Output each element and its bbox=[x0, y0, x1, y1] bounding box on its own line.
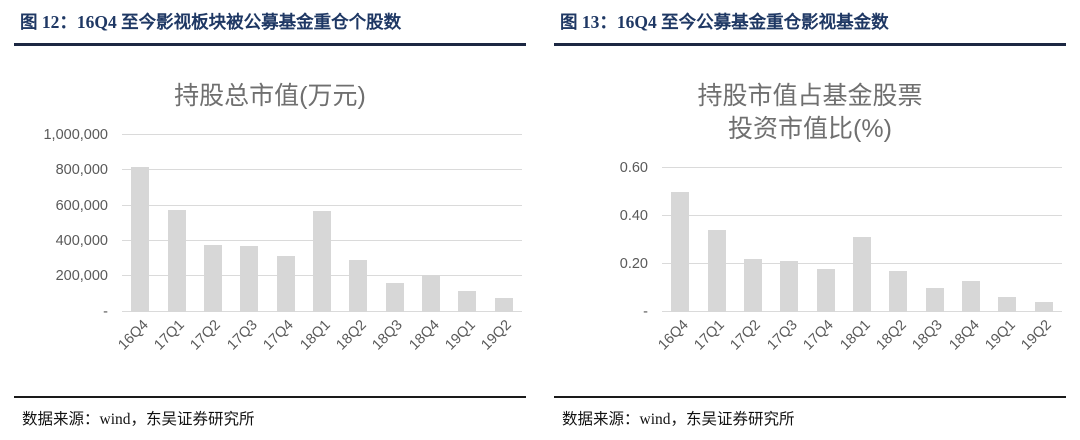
source-rule bbox=[554, 395, 1066, 399]
y-tick-label: 800,000 bbox=[55, 162, 108, 179]
source-rule bbox=[14, 395, 526, 399]
gridline bbox=[122, 133, 522, 135]
bar-16Q4 bbox=[671, 191, 690, 312]
x-tick-label: 18Q1 bbox=[836, 316, 874, 354]
x-tick-label: 17Q4 bbox=[260, 316, 297, 354]
x-tick-label: 17Q3 bbox=[764, 316, 801, 354]
bar-19Q1 bbox=[458, 290, 477, 312]
bar-19Q2 bbox=[1034, 302, 1053, 312]
bar-16Q4 bbox=[131, 166, 150, 312]
bar-18Q3 bbox=[385, 283, 404, 312]
bar-17Q2 bbox=[743, 258, 762, 312]
x-axis: 16Q4 17Q1 17Q2 17Q3 17Q4 18Q1 18Q2 18Q3 18Q4 19Q1… bbox=[655, 312, 1062, 376]
x-tick-label: 19Q2 bbox=[478, 316, 516, 354]
bar-17Q1 bbox=[707, 230, 726, 312]
x-axis: 16Q4 17Q1 17Q2 17Q3 17Q4 18Q1 18Q2 18Q3 18Q4 19Q1… bbox=[115, 312, 522, 376]
y-axis: - 200,000 400,000 600,000 800,000 1,000,000 bbox=[14, 127, 122, 320]
bar-18Q4 bbox=[422, 275, 441, 312]
gridline bbox=[122, 204, 522, 206]
chart-title: 持股总市值(万元) bbox=[174, 81, 366, 110]
plot-area bbox=[662, 166, 1062, 312]
figure-12-title: 图 12：16Q4 至今影视板块被公募基金重仓个股数 bbox=[20, 12, 402, 32]
x-tick-label: 18Q3 bbox=[369, 316, 407, 354]
x-tick-label: 19Q1 bbox=[982, 316, 1019, 354]
chart-plot-frame: - 200,000 400,000 600,000 800,000 1,000,000 1… bbox=[14, 127, 526, 376]
x-tick-label: 17Q3 bbox=[224, 316, 261, 354]
x-tick-label: 19Q2 bbox=[1018, 316, 1056, 354]
bar-18Q1 bbox=[853, 237, 871, 312]
figure-panel-right: 图 13：16Q4 至今公募基金重仓影视基金数 持股市值占基金股票投资市值比(%… bbox=[540, 0, 1080, 440]
figure-panel-left: 图 12：16Q4 至今影视板块被公募基金重仓个股数 持股总市值(万元) - 20… bbox=[14, 12, 526, 429]
holdings-ratio-bar-chart: 持股市值占基金股票投资市值比(%) - 0.20 0.40 0.60 16Q4 17Q1… bbox=[554, 46, 1066, 376]
x-tick-label: 18Q3 bbox=[909, 316, 947, 354]
figure-13-title: 图 13：16Q4 至今公募基金重仓影视基金数 bbox=[560, 12, 889, 32]
x-tick-label: 17Q4 bbox=[800, 316, 837, 354]
bar-17Q4 bbox=[276, 256, 295, 312]
bar-19Q2 bbox=[494, 298, 513, 312]
bar-18Q3 bbox=[925, 287, 944, 312]
x-tick-label: 16Q4 bbox=[115, 316, 152, 354]
bar-18Q1 bbox=[313, 210, 331, 312]
x-tick-label: 18Q4 bbox=[405, 316, 443, 354]
gridline bbox=[662, 214, 1062, 216]
x-tick-label: 19Q1 bbox=[442, 316, 479, 354]
bar-17Q2 bbox=[203, 244, 222, 312]
y-tick-label: 200,000 bbox=[55, 268, 108, 285]
y-tick-label: - bbox=[103, 303, 108, 320]
bar-19Q1 bbox=[998, 297, 1017, 312]
y-tick-label: 400,000 bbox=[55, 232, 108, 249]
x-tick-label: 18Q2 bbox=[333, 316, 370, 354]
x-tick-label: 17Q1 bbox=[691, 316, 728, 354]
data-source-right: 数据来源：wind，东吴证券研究所 bbox=[562, 411, 795, 429]
x-tick-label: 17Q2 bbox=[187, 316, 225, 354]
bar-17Q4 bbox=[816, 268, 835, 312]
y-tick-label: 600,000 bbox=[55, 197, 108, 214]
x-tick-label: 17Q2 bbox=[727, 316, 765, 354]
y-tick-label: 0.20 bbox=[619, 255, 648, 272]
bar-17Q3 bbox=[780, 261, 799, 312]
bar-18Q4 bbox=[962, 280, 981, 312]
gridline bbox=[122, 169, 522, 171]
y-tick-label: 1,000,000 bbox=[43, 126, 108, 143]
data-source-left: 数据来源：wind，东吴证券研究所 bbox=[22, 411, 255, 429]
gridline bbox=[662, 166, 1062, 168]
y-axis: - 0.20 0.40 0.60 bbox=[554, 160, 662, 320]
y-tick-label: - bbox=[643, 303, 648, 320]
x-tick-label: 18Q1 bbox=[296, 316, 334, 354]
bar-18Q2 bbox=[349, 260, 368, 312]
holdings-market-value-bar-chart: 持股总市值(万元) - 200,000 400,000 600,000 800,000 1… bbox=[14, 46, 526, 376]
chart-title: 持股市值占基金股票投资市值比(%) bbox=[697, 81, 923, 143]
bar-17Q3 bbox=[240, 246, 259, 312]
figure-13-title-rule bbox=[554, 42, 1066, 46]
y-tick-label: 0.40 bbox=[619, 207, 648, 224]
y-tick-label: 0.60 bbox=[619, 159, 648, 176]
x-tick-label: 18Q2 bbox=[873, 316, 910, 354]
x-tick-label: 16Q4 bbox=[655, 316, 692, 354]
x-tick-label: 18Q4 bbox=[945, 316, 983, 354]
figure-12-title-rule bbox=[14, 42, 526, 46]
chart-plot-frame: -0.20 0.40 0.60 16Q4 17Q1 17Q2 17Q3 17Q4 18Q1 18… bbox=[554, 160, 1066, 376]
bar-17Q1 bbox=[167, 209, 186, 312]
bar-18Q2 bbox=[889, 270, 908, 312]
plot-area bbox=[122, 133, 522, 312]
x-tick-label: 17Q1 bbox=[151, 316, 188, 354]
